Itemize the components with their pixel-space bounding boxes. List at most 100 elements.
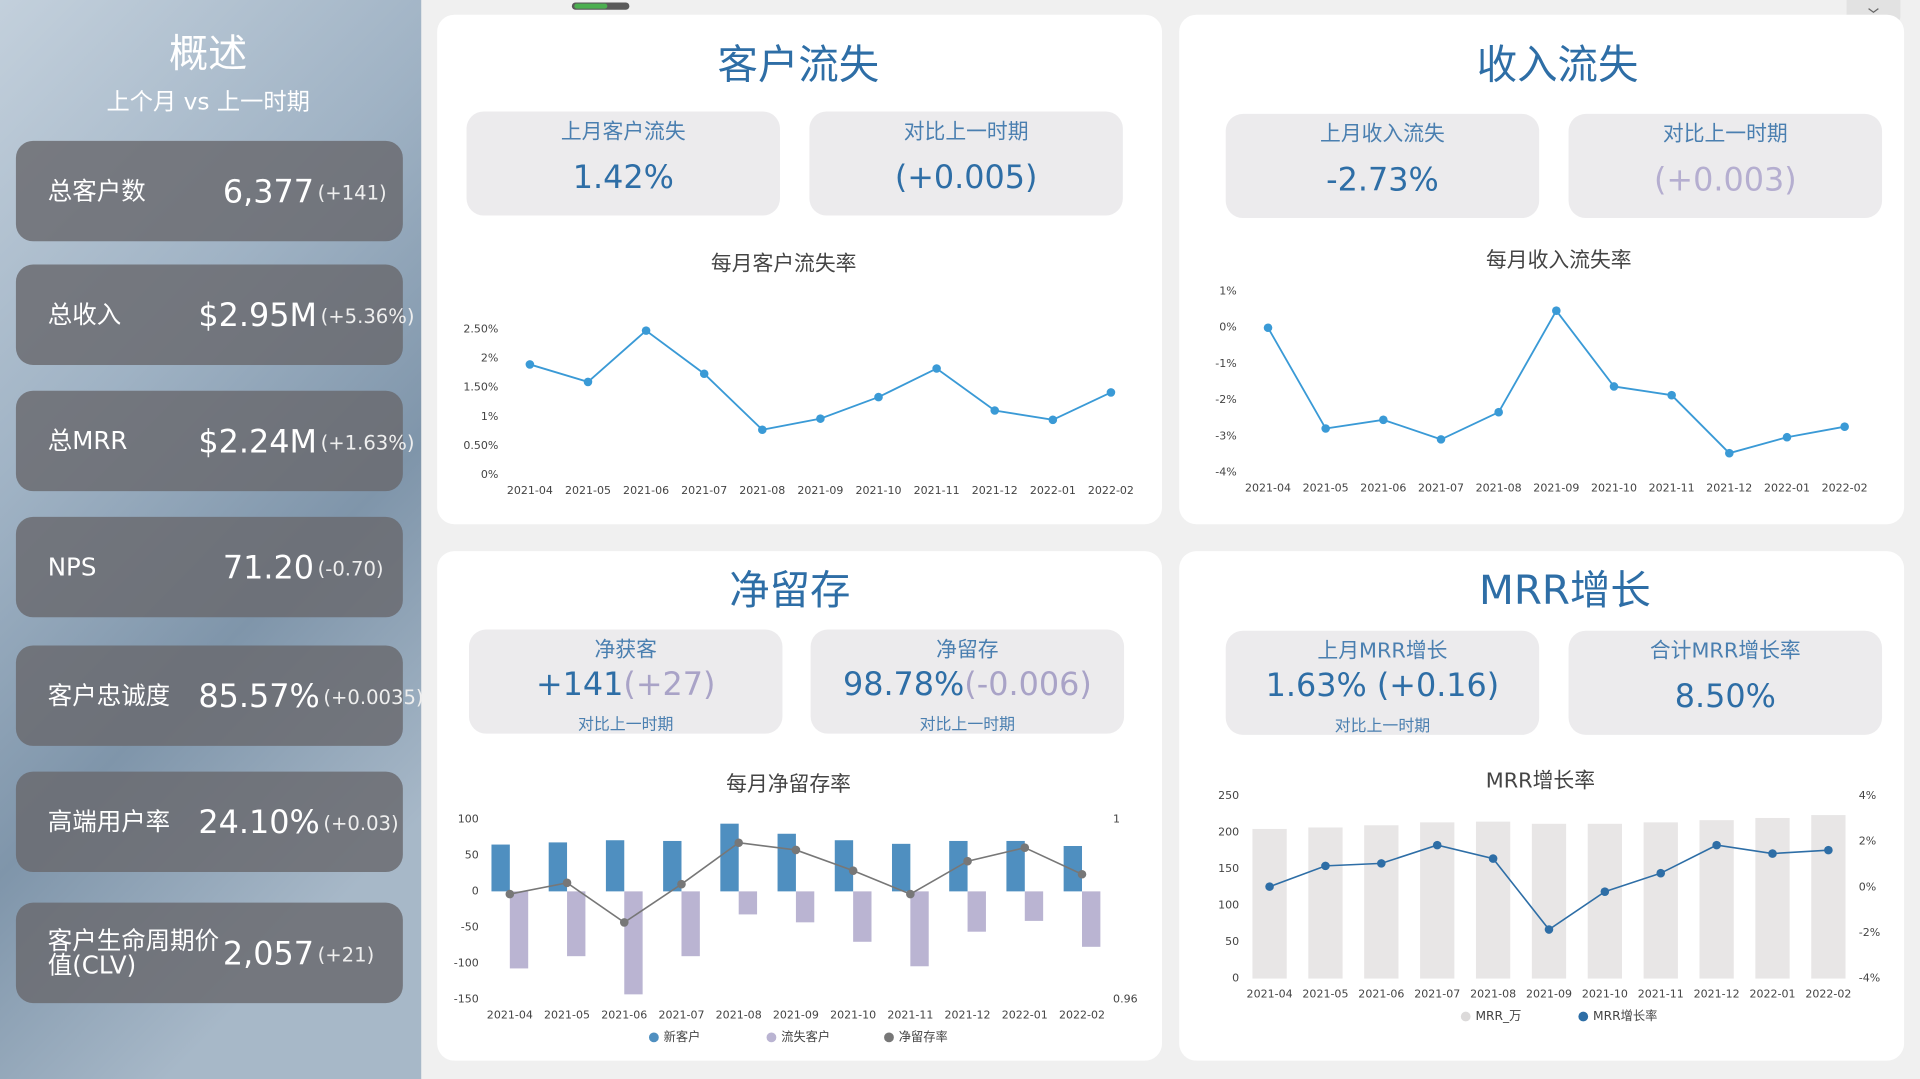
metric-value-number: 1.42% xyxy=(573,158,674,196)
point xyxy=(1782,432,1792,442)
x-tick-label: 2021-04 xyxy=(1247,987,1293,1000)
x-tick-label: 2021-12 xyxy=(1694,987,1740,1000)
x-tick-label: 2021-12 xyxy=(945,1008,991,1021)
x-tick-label: 2021-08 xyxy=(739,484,785,497)
x-tick-label: 2021-06 xyxy=(601,1008,647,1021)
legend-marker xyxy=(1578,1011,1589,1022)
point xyxy=(699,369,709,379)
y2-tick-label: 0.96 xyxy=(1113,992,1138,1005)
metric-label: 净获客 xyxy=(595,637,658,661)
kpi-card xyxy=(15,902,403,1004)
x-tick-label: 2021-12 xyxy=(1706,482,1752,495)
kpi-delta: (+5.36%) xyxy=(321,305,415,328)
kpi-label-line: 客户生命周期价 xyxy=(48,926,219,955)
point xyxy=(963,856,972,866)
panel xyxy=(1179,551,1905,1061)
point xyxy=(1712,840,1721,850)
metric-label: 对比上一时期 xyxy=(1663,122,1788,146)
y2-tick-label: 4% xyxy=(1859,789,1876,802)
metric-label: 净留存 xyxy=(936,637,998,661)
point xyxy=(932,364,941,373)
y-tick-label: -2% xyxy=(1215,393,1236,406)
sidebar-title: 概述 xyxy=(169,32,247,77)
legend-label: 新客户 xyxy=(664,1029,701,1044)
point xyxy=(1106,388,1116,397)
kpi-delta: (-0.70) xyxy=(318,557,384,580)
kpi-value: 6,377 (+141) xyxy=(223,173,387,211)
bar xyxy=(605,840,625,892)
metric-value: 1.63% (+0.16) xyxy=(1266,666,1500,704)
point xyxy=(906,889,915,899)
kpi-card xyxy=(15,140,403,242)
metric-card xyxy=(1225,113,1540,219)
point xyxy=(1552,306,1561,315)
bar xyxy=(1308,827,1343,979)
bar xyxy=(1006,840,1025,892)
x-tick-label: 2021-11 xyxy=(914,484,960,497)
point xyxy=(1824,845,1833,855)
x-tick-label: 2021-04 xyxy=(507,484,553,497)
bar xyxy=(681,891,700,957)
bar xyxy=(967,891,986,932)
x-tick-label: 2021-08 xyxy=(1470,987,1516,1000)
x-tick-label: 2022-01 xyxy=(1764,482,1810,495)
y-tick-label: -4% xyxy=(1215,466,1236,479)
x-tick-label: 2021-09 xyxy=(773,1008,819,1021)
y2-tick-label: 1 xyxy=(1113,812,1120,825)
kpi-value-number: $2.95M xyxy=(198,296,317,334)
metric-card xyxy=(466,111,780,216)
point xyxy=(816,414,825,423)
legend-label: 净留存率 xyxy=(899,1029,948,1044)
bar xyxy=(834,840,854,892)
x-tick-label: 2021-10 xyxy=(830,1008,876,1021)
bar xyxy=(1643,822,1678,979)
panel-title: MRR增长 xyxy=(1479,566,1651,614)
y-tick-label: 200 xyxy=(1218,826,1239,839)
x-tick-label: 2021-11 xyxy=(1649,482,1695,495)
point xyxy=(758,425,767,435)
bar xyxy=(663,840,682,892)
y-tick-label: -100 xyxy=(454,956,479,969)
x-tick-label: 2021-11 xyxy=(887,1008,933,1021)
point xyxy=(848,866,858,875)
legend-label: 流失客户 xyxy=(781,1029,830,1044)
legend-marker xyxy=(884,1032,894,1043)
metric-value-number: -2.73% xyxy=(1326,160,1439,198)
point xyxy=(1600,887,1610,896)
metric-card xyxy=(810,629,1125,734)
x-tick-label: 2021-05 xyxy=(544,1008,590,1021)
y2-tick-label: 2% xyxy=(1859,835,1876,848)
kpi-label: NPS xyxy=(48,552,97,581)
metric-delta: (+27) xyxy=(623,665,715,703)
metric-note: 对比上一时期 xyxy=(920,715,1015,734)
metric-delta: (-0.006) xyxy=(964,665,1091,703)
bar xyxy=(1811,815,1846,979)
bar xyxy=(853,891,872,942)
sidebar-subtitle: 上个月 vs 上一时期 xyxy=(106,88,309,115)
point xyxy=(525,360,535,369)
point xyxy=(874,392,883,402)
x-tick-label: 2021-05 xyxy=(565,484,611,497)
metric-card xyxy=(1568,113,1883,219)
y-tick-label: 1% xyxy=(481,410,498,423)
point xyxy=(1609,382,1619,391)
metric-label: 上月客户流失 xyxy=(561,119,686,143)
x-tick-label: 2022-02 xyxy=(1059,1008,1105,1021)
kpi-delta: (+0.03) xyxy=(323,812,398,835)
kpi-value-number: 2,057 xyxy=(223,934,314,972)
metric-value: (+0.003) xyxy=(1654,160,1797,198)
metric-label: 合计MRR增长率 xyxy=(1650,639,1801,663)
bar xyxy=(624,891,643,995)
x-tick-label: 2021-06 xyxy=(1360,482,1406,495)
point xyxy=(1656,868,1666,878)
y-tick-label: 250 xyxy=(1218,789,1239,802)
y-tick-label: 100 xyxy=(458,812,479,825)
metric-note: 对比上一时期 xyxy=(1335,716,1430,735)
metric-value-number: +141 xyxy=(536,665,623,703)
y-tick-label: 50 xyxy=(465,848,479,861)
y-tick-label: 2% xyxy=(481,352,498,365)
x-tick-label: 2021-08 xyxy=(716,1008,762,1021)
point xyxy=(583,377,593,387)
metric-card xyxy=(1225,630,1540,735)
kpi-delta: (+141) xyxy=(318,181,387,204)
